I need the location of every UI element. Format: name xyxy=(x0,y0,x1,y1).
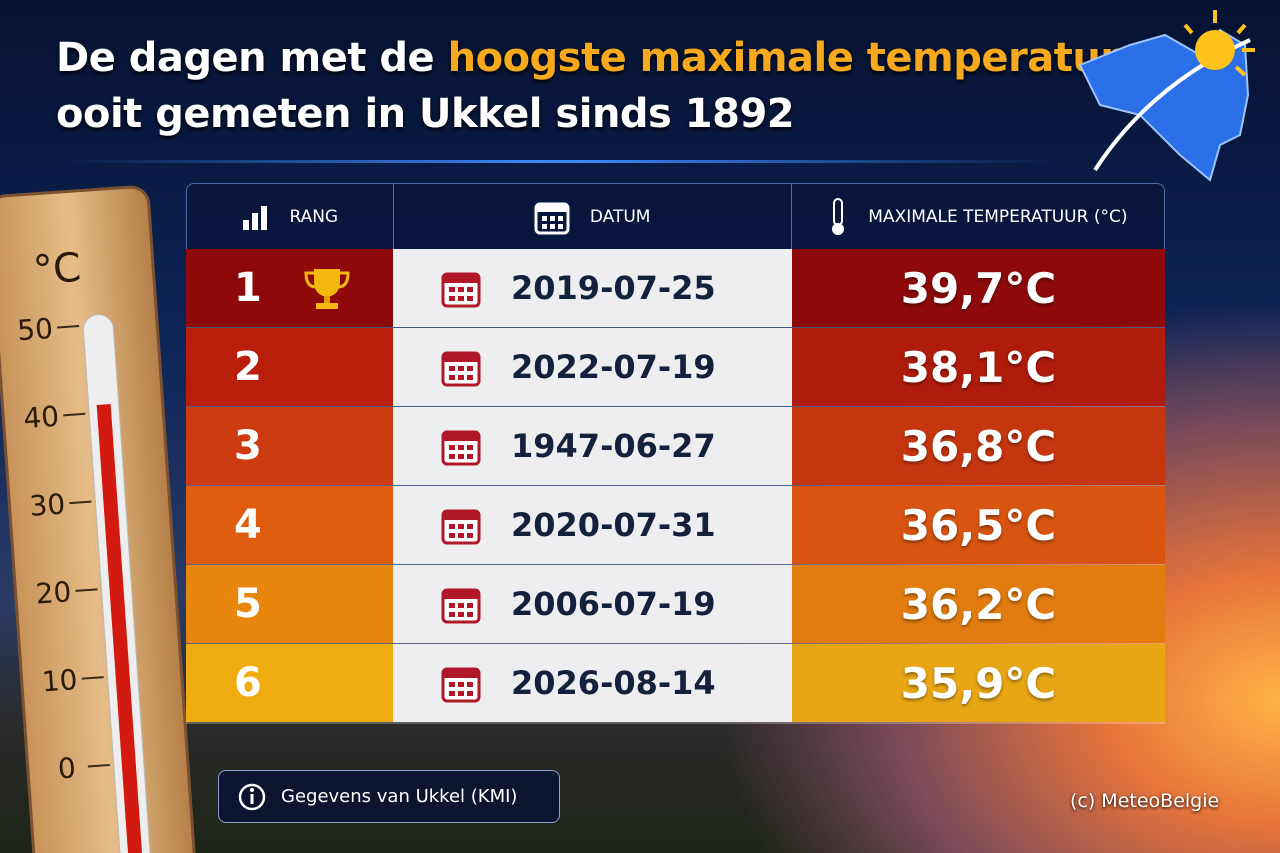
temperature-cell: 36,8°C xyxy=(792,407,1165,485)
date-cell: 2026-08-14 xyxy=(393,644,792,722)
calendar-icon xyxy=(441,430,481,466)
rank: 5 xyxy=(234,581,262,627)
calendar-icon xyxy=(441,509,481,545)
temperature-cell: 36,5°C xyxy=(792,486,1165,564)
rank-cell: 2 xyxy=(186,328,393,406)
calendar-icon xyxy=(441,351,481,387)
temperature: 36,2°C xyxy=(900,579,1057,629)
header-text: RANG xyxy=(289,206,339,227)
icon xyxy=(832,197,845,235)
date-cell: 2019-07-25 xyxy=(393,249,792,327)
date: 2026-08-14 xyxy=(511,664,716,702)
calendar-icon xyxy=(441,588,481,624)
rank: 4 xyxy=(234,502,262,548)
table-row: 1 2019-07-25 39,7°C xyxy=(186,249,1165,329)
header-cell: RANG xyxy=(187,184,394,249)
table: RANG DATUM MAXIMALE TEMPERATUUR (°C) 1 20… xyxy=(186,183,1165,724)
thermometer-label: 20 xyxy=(35,575,73,610)
rank-cell: 5 xyxy=(186,565,393,643)
rank: 6 xyxy=(234,660,262,706)
rank-cell: 1 xyxy=(186,249,393,327)
title: De dagen met de hoogste maximale tempera… xyxy=(56,30,1175,142)
date-cell: 2020-07-31 xyxy=(393,486,792,564)
date: 2022-07-19 xyxy=(511,348,716,386)
table-body: 1 2019-07-25 39,7°C 2 2022-07-19 38,1°C 3 1947-… xyxy=(186,249,1165,724)
rank: 3 xyxy=(234,423,262,469)
table-row: 2 2022-07-19 38,1°C xyxy=(186,328,1165,408)
thermometer-label: 0 xyxy=(57,751,77,785)
rank-cell: 6 xyxy=(186,644,393,722)
temperature-cell: 39,7°C xyxy=(792,249,1165,327)
thermometer: °C 50 40 30 20 10 0 xyxy=(0,185,197,853)
table-row: 4 2020-07-31 36,5°C xyxy=(186,486,1165,566)
rank-cell: 4 xyxy=(186,486,393,564)
glow-line xyxy=(60,160,1060,163)
temperature-cell: 38,1°C xyxy=(792,328,1165,406)
info-box: Gegevens van Ukkel (KMI) xyxy=(218,770,560,823)
thermometer-label: 30 xyxy=(28,487,66,522)
date-cell: 2006-07-19 xyxy=(393,565,792,643)
table-row: 5 2006-07-19 36,2°C xyxy=(186,565,1165,645)
rank: 1 xyxy=(234,265,262,311)
header-text: DATUM xyxy=(589,206,651,227)
temperature: 36,8°C xyxy=(900,421,1057,471)
table-row: 3 1947-06-27 36,8°C xyxy=(186,407,1165,487)
calendar-icon xyxy=(441,667,481,703)
date: 2020-07-31 xyxy=(511,506,716,544)
temperature-cell: 35,9°C xyxy=(792,644,1165,722)
date: 1947-06-27 xyxy=(511,427,716,465)
date: 2019-07-25 xyxy=(511,269,716,307)
temperature-cell: 36,2°C xyxy=(792,565,1165,643)
trophy-icon xyxy=(304,269,350,309)
date: 2006-07-19 xyxy=(511,585,716,623)
credit: (c) MeteoBelgie xyxy=(1070,790,1220,812)
title-highlight: hoogste maximale temperaturen xyxy=(447,35,1175,81)
belgium-logo xyxy=(1078,10,1255,182)
thermometer-unit: °C xyxy=(32,245,83,294)
thermometer-label: 40 xyxy=(22,400,60,435)
header-cell: MAXIMALE TEMPERATUUR (°C) xyxy=(792,184,1164,249)
title-part: ooit gemeten in Ukkel sinds 1892 xyxy=(56,91,795,137)
thermometer-label: 50 xyxy=(16,312,54,347)
icon xyxy=(243,205,268,230)
temperature: 35,9°C xyxy=(900,658,1057,708)
date-cell: 1947-06-27 xyxy=(393,407,792,485)
temperature: 36,5°C xyxy=(900,500,1057,550)
info-text: Gegevens van Ukkel (KMI) xyxy=(281,786,518,807)
header-cell: DATUM xyxy=(394,184,792,249)
info-icon xyxy=(238,783,266,810)
rank-cell: 3 xyxy=(186,407,393,485)
header-text: MAXIMALE TEMPERATUUR (°C) xyxy=(868,206,1128,227)
rank: 2 xyxy=(234,344,262,390)
calendar-icon xyxy=(441,272,481,308)
title-part: De dagen met de xyxy=(56,35,435,81)
thermometer-label: 10 xyxy=(41,663,79,698)
date-cell: 2022-07-19 xyxy=(393,328,792,406)
table-row: 6 2026-08-14 35,9°C xyxy=(186,644,1165,724)
temperature: 39,7°C xyxy=(900,263,1057,313)
temperature: 38,1°C xyxy=(900,342,1057,392)
table-header: RANG DATUM MAXIMALE TEMPERATUUR (°C) xyxy=(186,183,1165,250)
icon xyxy=(534,202,570,234)
